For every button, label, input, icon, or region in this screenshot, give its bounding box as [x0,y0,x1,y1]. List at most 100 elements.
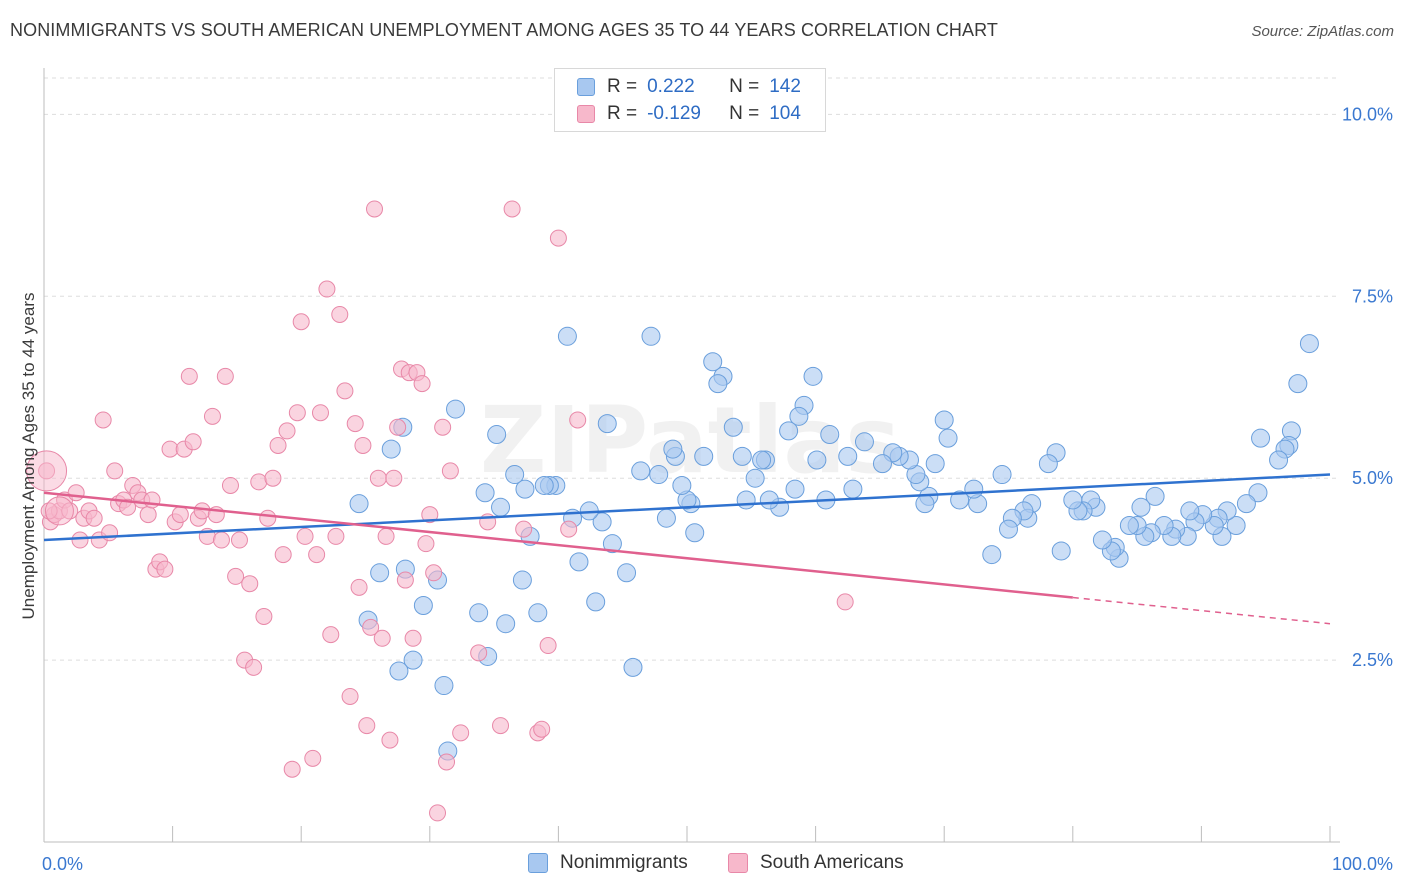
nonimmigrants-point [807,450,827,470]
south-americans-point [331,305,349,323]
nonimmigrants-point [694,446,714,466]
south-americans-point [318,280,336,298]
legend-label: South Americans [760,852,904,873]
stats-row-nonimmigrants: R = 0.222 N = 142 [577,74,801,100]
south-americans-point [161,440,179,458]
chart-title: NONIMMIGRANTS VS SOUTH AMERICAN UNEMPLOY… [10,20,998,40]
south-americans-point [515,520,533,538]
stats-legend: R = 0.222 N = 142 R = -0.129 N = 104 [554,68,826,132]
nonimmigrants-point [843,479,863,499]
nonimmigrants-point [475,483,495,503]
r-label: R = [607,76,638,97]
nonimmigrants-point [389,661,409,681]
south-americans-point [385,469,403,487]
nonimmigrants-point [779,421,799,441]
south-americans-point [283,760,301,778]
nonimmigrants-point [434,676,454,696]
nonimmigrants-point [838,446,858,466]
data-points [26,200,1319,822]
south-americans-point [441,462,459,480]
nonimmigrants-point [820,425,840,445]
south-americans-point [180,367,198,385]
r-value: 0.222 [647,76,695,97]
nonimmigrants-point [915,494,935,514]
nonimmigrants-point [789,406,809,426]
legend-item-south-americans: South Americans [728,852,904,874]
nonimmigrants-point [496,614,516,634]
south-americans-point [336,382,354,400]
south-americans-trend-extension [1072,596,1331,625]
south-americans-point [341,687,359,705]
y-tick-label: 10.0% [1342,104,1393,124]
nonimmigrants-point [703,352,723,372]
nonimmigrants-point [469,603,489,623]
nonimmigrants-point [656,508,676,528]
nonimmigrants-point [663,439,683,459]
south-americans-point [171,506,189,524]
nonimmigrants-point [1226,515,1246,535]
nonimmigrants-point [1269,450,1289,470]
legend-item-nonimmigrants: Nonimmigrants [528,852,688,874]
nonimmigrants-point [505,465,525,485]
south-americans-point [292,313,310,331]
south-americans-point [327,527,345,545]
nonimmigrants-point [1288,374,1308,394]
nonimmigrants-point [732,446,752,466]
nonimmigrants-point [938,428,958,448]
south-americans-point [417,535,435,553]
south-americans-point [245,658,263,676]
south-americans-point [533,720,551,738]
south-americans-point [26,450,68,492]
south-americans-point [404,629,422,647]
y-tick-label: 2.5% [1352,650,1393,670]
south-americans-point [241,575,259,593]
nonimmigrants-point [685,523,705,543]
nonimmigrants-point [528,603,548,623]
nonimmigrants-point [446,399,466,419]
south-americans-point [143,491,161,509]
south-americans-point [278,422,296,440]
south-americans-point [438,753,456,771]
n-value: 142 [769,76,801,97]
nonimmigrants-point [487,425,507,445]
south-americans-point [470,644,488,662]
south-americans-point [354,436,372,454]
nonimmigrants-point [854,432,874,452]
south-americans-point [264,469,282,487]
south-americans-legend-swatch [728,853,748,873]
nonimmigrants-point [1063,490,1083,510]
nonimmigrants-point [403,650,423,670]
n-label: N = [729,103,760,124]
nonimmigrants-point [1145,486,1165,506]
south-americans-point [396,571,414,589]
south-americans-point [255,607,273,625]
n-value: 104 [769,103,801,124]
south-americans-point [119,498,137,516]
x-tick-label: 0.0% [42,854,83,874]
south-americans-point [101,524,119,542]
nonimmigrants-point [623,657,643,677]
south-americans-point [106,462,124,480]
nonimmigrants-point [999,519,1018,539]
nonimmigrants-point [381,439,401,459]
south-americans-point [425,564,443,582]
south-americans-point [94,411,112,429]
south-americans-point [503,200,521,218]
south-americans-point [549,229,567,247]
legend-label: Nonimmigrants [560,852,688,873]
south-americans-point [230,531,248,549]
x-tick-label: 100.0% [1332,854,1393,874]
nonimmigrants-point [617,563,637,583]
nonimmigrants-point [723,417,743,437]
nonimmigrants-point [597,414,617,434]
nonimmigrants-legend-swatch [528,853,548,873]
nonimmigrants-point [672,475,692,495]
south-americans-trend-line [43,491,1073,599]
nonimmigrants-point [515,479,535,499]
nonimmigrants-swatch [577,78,595,96]
nonimmigrants-point [759,490,779,510]
south-americans-point [429,804,447,822]
nonimmigrants-point [1248,483,1268,503]
south-americans-point [193,502,211,520]
nonimmigrants-point [934,410,954,430]
